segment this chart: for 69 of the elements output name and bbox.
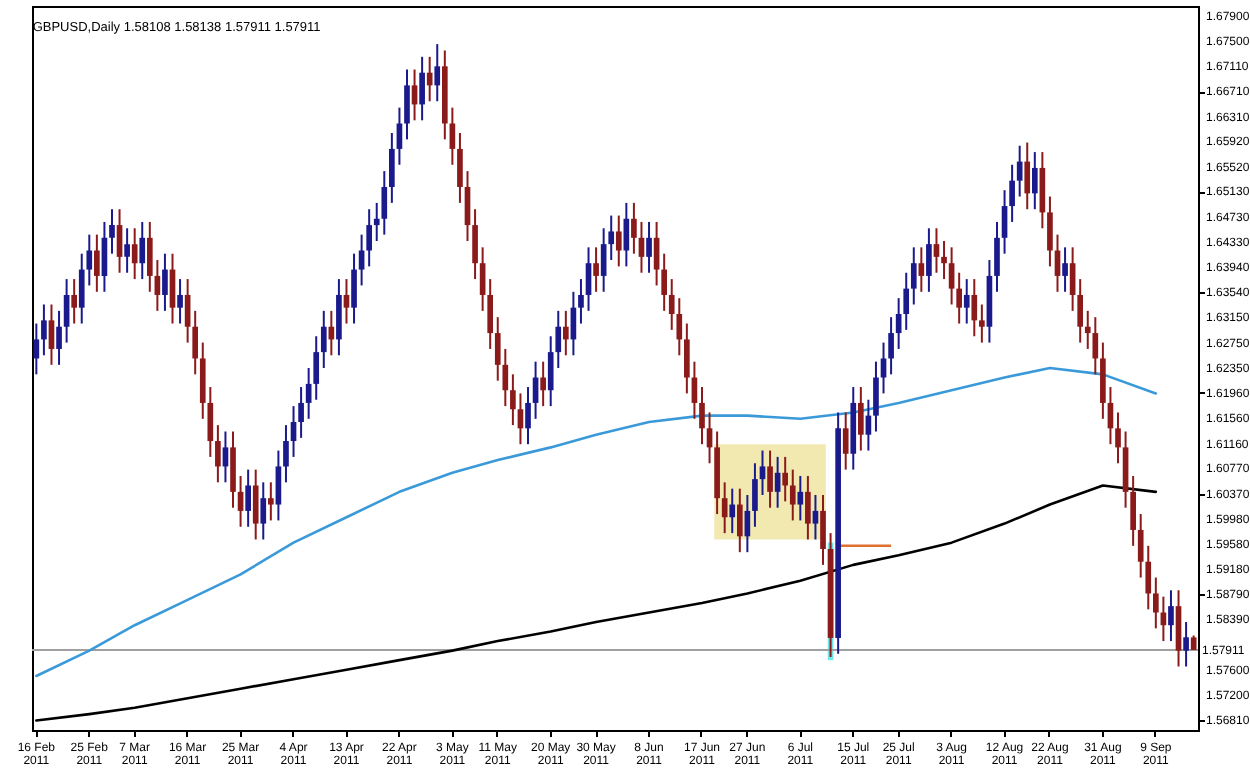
candlestick [1024,141,1031,211]
candlestick [1016,144,1023,198]
candlestick [578,278,584,325]
candlestick [873,360,879,433]
candlestick [941,239,947,281]
candlestick [736,487,743,554]
candlestick [910,246,917,306]
candlestick [979,303,985,344]
candlestick [842,411,849,471]
candlestick [525,386,531,446]
candlestick [343,278,350,325]
candlestick [404,68,410,141]
candlestick [419,55,425,122]
candlestick [1115,411,1121,465]
candlestick [457,132,463,204]
candlestick [789,468,796,522]
candlestick [283,424,289,484]
candlestick [805,474,811,541]
candlestick [260,481,267,541]
candlestick [351,252,357,325]
candlestick [426,55,433,103]
candlestick [252,468,259,541]
candlestick [971,278,978,338]
candlestick [767,449,773,509]
candlestick [336,278,342,357]
candlestick [699,386,705,446]
candlestick [230,430,236,509]
candlestick [948,246,955,306]
candlestick [729,487,736,535]
candlestick [434,43,441,103]
candlestick [1183,621,1189,668]
candlestick [858,386,864,452]
candlestick [593,246,599,293]
candlestick [646,220,652,274]
candlestick [1031,151,1038,211]
candlestick [94,233,100,293]
candlestick [880,341,887,395]
candlestick [109,208,115,255]
candlestick [41,303,47,357]
candlestick [245,468,251,528]
candlestick [918,246,925,293]
candlestick [933,227,940,274]
candlestick [812,494,819,541]
candlestick [177,278,183,325]
candlestick [994,220,1000,293]
candlestick [71,278,78,325]
candlestick [162,252,168,312]
candlestick [381,170,388,236]
candlestick [926,227,932,293]
candlestick [56,309,62,366]
candlestick [540,360,546,408]
candlestick [963,278,970,325]
candlestick [615,214,622,268]
candlestick [1092,316,1099,376]
candlestick [48,303,55,366]
candlestick [563,309,569,357]
candlestick [124,227,130,274]
candlestick [721,481,728,535]
candlestick [1062,246,1068,293]
candlestick [275,449,282,522]
candlestick [131,227,138,281]
candlestick [820,494,826,566]
candlestick [797,474,804,522]
candlestick [320,309,327,369]
candlestick [1168,589,1174,643]
candlestick [268,481,274,522]
candlestick [215,424,221,484]
candlestick [782,455,789,503]
candlestick [139,220,146,281]
